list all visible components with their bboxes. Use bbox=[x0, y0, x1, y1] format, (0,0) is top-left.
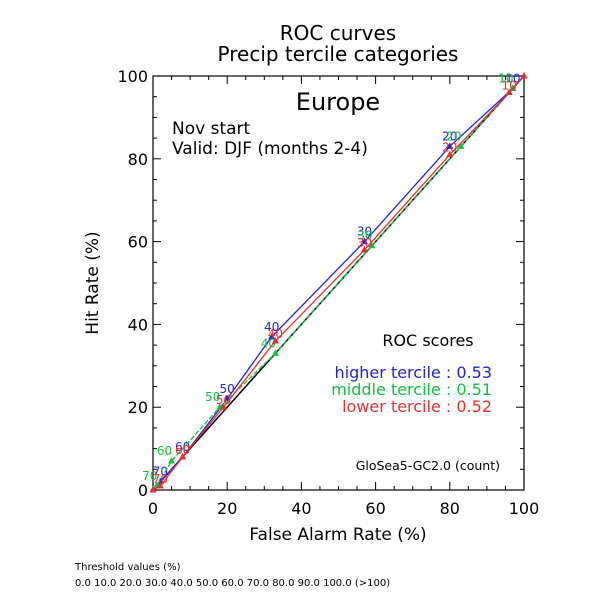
x-tick-label: 100 bbox=[509, 499, 540, 518]
y-tick-label: 80 bbox=[128, 150, 148, 169]
middle-tercile-threshold-label: 60 bbox=[157, 444, 172, 458]
chart-subtitle: Precip tercile categories bbox=[218, 42, 459, 66]
lower-tercile-threshold-label: 30 bbox=[357, 236, 372, 250]
lower-tercile-point bbox=[179, 452, 187, 460]
x-tick-label: 80 bbox=[440, 499, 460, 518]
higher-tercile-point bbox=[446, 142, 454, 149]
lower-tercile-point bbox=[149, 486, 157, 493]
lower-tercile-threshold-label: 40 bbox=[268, 327, 283, 341]
middle-tercile-threshold-label: 10 bbox=[498, 71, 513, 85]
higher-tercile-threshold-label: 10 bbox=[505, 71, 520, 85]
x-tick-label: 0 bbox=[148, 499, 158, 518]
series-layer: 1020304050607010203040506070102030405060… bbox=[142, 71, 528, 493]
lower-tercile-point bbox=[446, 150, 454, 158]
score-lower-tercile: lower tercile : 0.52 bbox=[342, 397, 492, 416]
lower-tercile-point bbox=[520, 72, 528, 79]
higher-tercile-threshold-label: 30 bbox=[357, 225, 372, 239]
middle-tercile-point bbox=[368, 241, 376, 249]
middle-tercile-point bbox=[168, 457, 176, 464]
lower-tercile-threshold-label: 50 bbox=[216, 393, 231, 407]
higher-tercile-threshold-label: 20 bbox=[442, 129, 457, 143]
threshold-heading: Threshold values (%) bbox=[75, 562, 181, 573]
lower-tercile-threshold-label: 10 bbox=[502, 79, 517, 93]
y-tick-label: 100 bbox=[117, 67, 148, 86]
lower-tercile-point bbox=[271, 336, 279, 344]
higher-tercile-point bbox=[360, 237, 368, 245]
lower-tercile-threshold-label: 20 bbox=[442, 141, 457, 155]
axis-tick-labels: 0 20 40 60 80 100 0 20 40 60 80 100 bbox=[117, 67, 539, 518]
chart-title: ROC curves bbox=[280, 21, 396, 45]
score-higher-tercile: higher tercile : 0.53 bbox=[335, 363, 492, 382]
x-tick-label: 20 bbox=[217, 499, 237, 518]
lower-tercile-threshold-label: 60 bbox=[175, 443, 190, 457]
higher-tercile-threshold-label: 40 bbox=[264, 320, 279, 334]
higher-tercile-threshold-label: 70 bbox=[153, 465, 168, 479]
lower-tercile-threshold-label: 70 bbox=[153, 472, 168, 486]
threshold-values: 0.0 10.0 20.0 30.0 40.0 50.0 60.0 70.0 8… bbox=[75, 578, 391, 589]
higher-tercile-threshold-label: 50 bbox=[220, 382, 235, 396]
y-axis-label: Hit Rate (%) bbox=[83, 231, 103, 334]
middle-tercile-threshold-label: 50 bbox=[205, 390, 220, 404]
valid-label: Valid: DJF (months 2-4) bbox=[172, 139, 368, 159]
x-axis-label: False Alarm Rate (%) bbox=[249, 525, 426, 545]
y-tick-label: 40 bbox=[128, 315, 148, 334]
x-tick-label: 40 bbox=[291, 499, 311, 518]
y-tick-label: 0 bbox=[138, 481, 148, 500]
axis-ticks bbox=[152, 75, 525, 491]
middle-tercile-point bbox=[457, 142, 465, 149]
middle-tercile-point bbox=[271, 349, 279, 356]
x-tick-label: 60 bbox=[365, 499, 385, 518]
y-tick-label: 60 bbox=[128, 233, 148, 252]
middle-tercile-threshold-label: 30 bbox=[357, 229, 372, 243]
y-tick-label: 20 bbox=[128, 398, 148, 417]
middle-tercile-threshold-label: 20 bbox=[446, 129, 461, 143]
higher-tercile-point bbox=[268, 332, 276, 340]
region-label: Europe bbox=[296, 88, 380, 116]
score-middle-tercile: middle tercile : 0.51 bbox=[331, 380, 492, 399]
model-label: GloSea5-GC2.0 (count) bbox=[356, 458, 500, 473]
roc-scores-heading: ROC scores bbox=[382, 331, 473, 350]
lower-tercile-point bbox=[156, 481, 164, 489]
start-label: Nov start bbox=[172, 119, 251, 139]
lower-tercile-point bbox=[219, 403, 227, 410]
middle-tercile-threshold-label: 70 bbox=[142, 469, 157, 483]
lower-tercile-point bbox=[360, 245, 368, 253]
lower-tercile-point bbox=[505, 88, 513, 96]
higher-tercile-threshold-label: 60 bbox=[175, 440, 190, 454]
middle-tercile-threshold-label: 40 bbox=[261, 336, 276, 350]
